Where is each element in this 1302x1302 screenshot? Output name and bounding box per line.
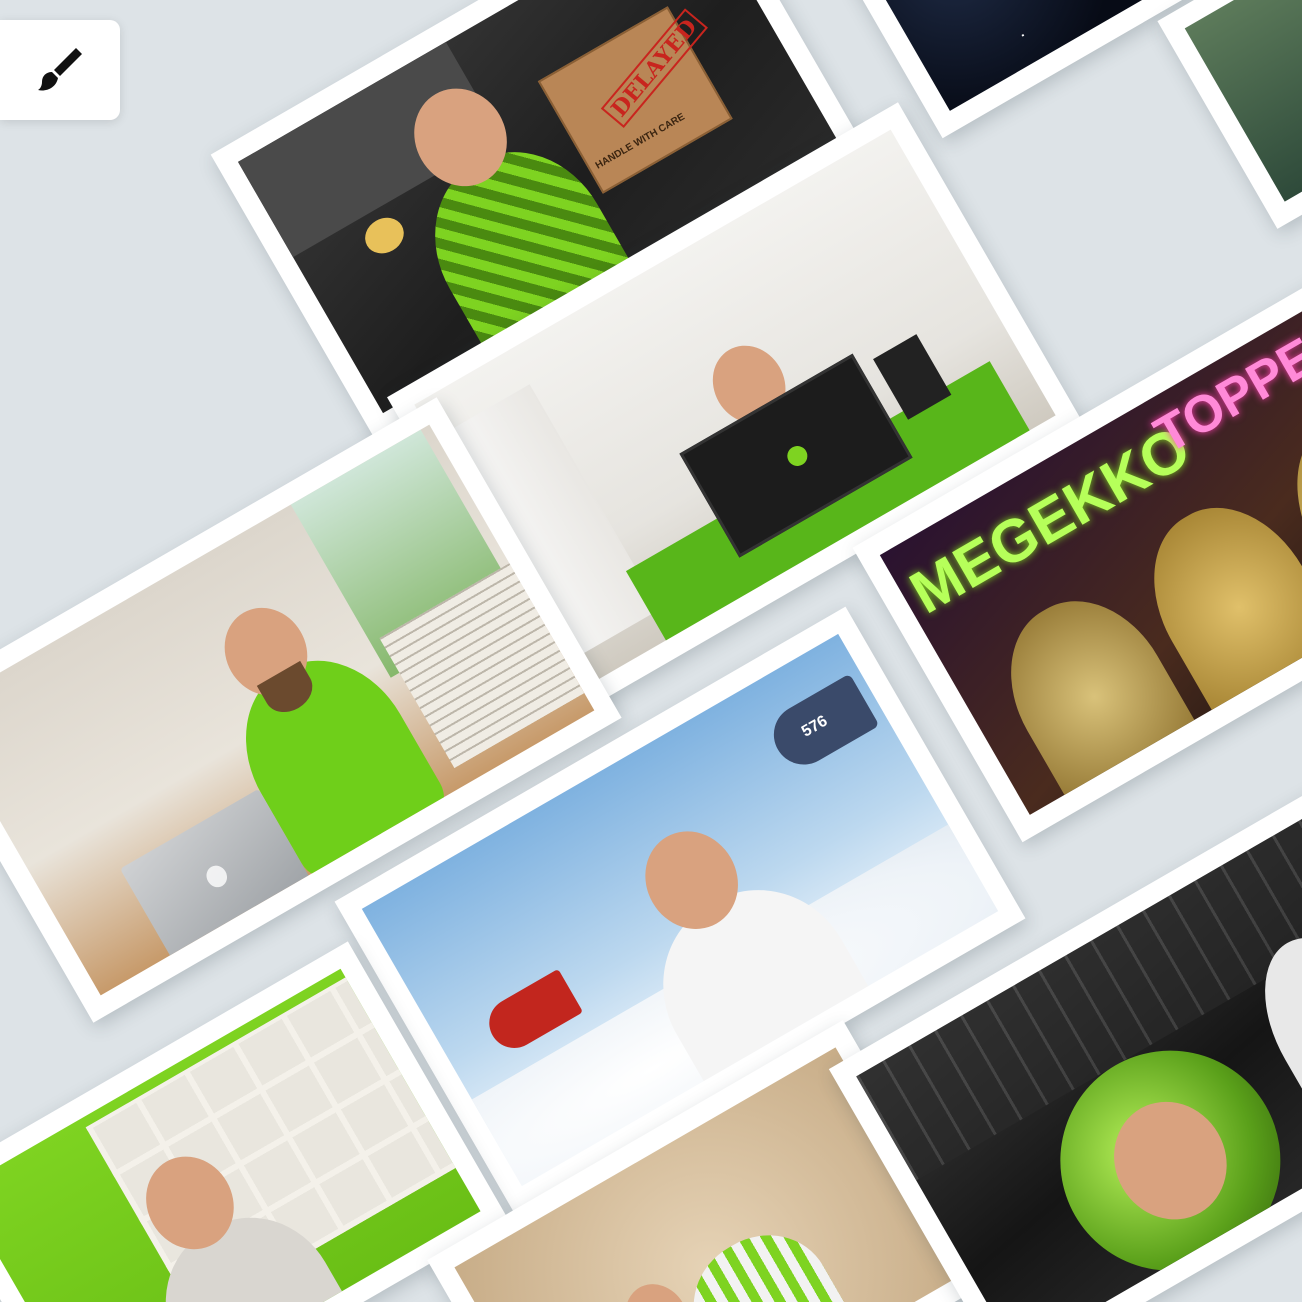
plane-number: 576 bbox=[798, 712, 831, 741]
astronaut-face bbox=[1092, 1081, 1248, 1241]
man-head bbox=[613, 1272, 701, 1302]
sign-toppers: TOPPERS bbox=[1145, 295, 1302, 465]
gecko-logo-icon bbox=[783, 442, 812, 470]
cardboard-box: DELAYED HANDLE WITH CARE bbox=[537, 6, 733, 194]
apple-logo-icon bbox=[202, 861, 231, 891]
photo-card-forest-top[interactable] bbox=[1157, 0, 1302, 229]
box-stamp-text: DELAYED bbox=[600, 8, 708, 128]
potato-chip bbox=[358, 210, 411, 261]
box-handle-text: HANDLE WITH CARE bbox=[593, 111, 687, 172]
man-striped-shirt bbox=[670, 1211, 857, 1302]
propeller-plane: 576 bbox=[762, 673, 880, 776]
paint-brush-icon bbox=[38, 48, 82, 91]
paint-brush-tool-button[interactable] bbox=[0, 20, 120, 120]
